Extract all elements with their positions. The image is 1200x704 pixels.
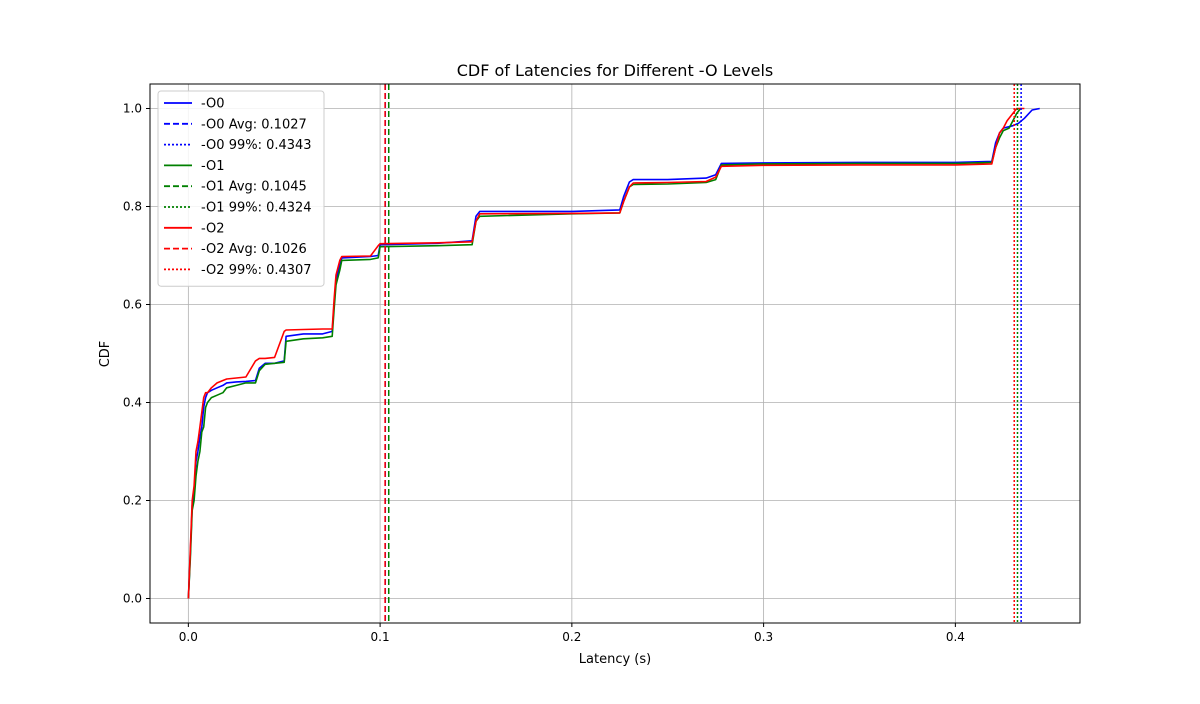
y-tick-label: 0.6 (123, 298, 142, 312)
y-tick-label: 0.0 (123, 592, 142, 606)
legend-label: -O1 Avg: 0.1045 (201, 180, 307, 195)
series-line-O2 (187, 107, 1025, 599)
x-tick-label: 0.3 (754, 630, 773, 644)
x-tick-label: 0.2 (562, 630, 581, 644)
y-tick-label: 0.2 (123, 494, 142, 508)
grid-lines (150, 84, 1080, 623)
x-tick-label: 0.4 (946, 630, 965, 644)
series-lines (187, 107, 1040, 599)
x-tick-label: 0.0 (179, 630, 198, 644)
legend-label: -O2 99%: 0.4307 (201, 263, 312, 278)
legend-label: -O2 (201, 221, 225, 236)
chart-title: CDF of Latencies for Different -O Levels (457, 61, 774, 80)
axis-ticks: 0.0 0.1 0.2 0.3 0.4 0.0 0.2 0.4 0.6 0.8 1.0 (123, 102, 965, 645)
y-tick-label: 0.4 (123, 396, 142, 410)
series-line-O1 (187, 108, 1022, 599)
legend-label: -O1 99%: 0.4324 (201, 201, 312, 216)
y-axis-label: CDF (98, 341, 113, 368)
x-tick-label: 0.1 (371, 630, 390, 644)
legend-label: -O0 99%: 0.4343 (201, 138, 312, 153)
y-tick-label: 0.8 (123, 200, 142, 214)
legend: -O0 -O0 Avg: 0.1027 -O0 99%: 0.4343 -O1 -O1 … (157, 90, 325, 287)
plot-frame (149, 83, 1081, 624)
y-tick-label: 1.0 (123, 102, 142, 116)
legend-label: -O0 Avg: 0.1027 (201, 117, 307, 132)
legend-label: -O2 Avg: 0.1026 (201, 242, 307, 257)
legend-label: -O1 (201, 159, 225, 174)
reference-lines (384, 84, 1022, 623)
x-axis-label: Latency (s) (579, 652, 651, 667)
legend-box (157, 90, 325, 287)
legend-label: -O0 (201, 97, 225, 112)
